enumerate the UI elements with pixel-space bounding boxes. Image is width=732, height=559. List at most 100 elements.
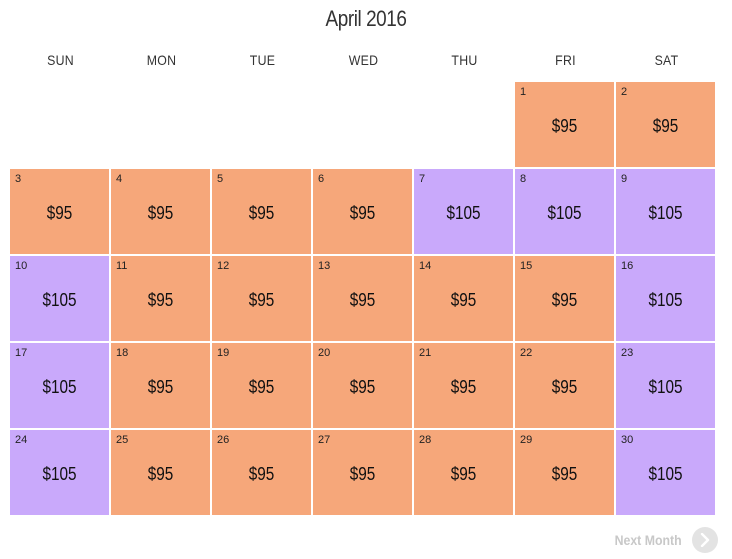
- day-number: 13: [318, 260, 331, 272]
- calendar-day-cell[interactable]: 7 $105: [414, 169, 513, 254]
- day-price: $95: [147, 290, 174, 310]
- day-price: $95: [652, 116, 679, 136]
- day-number: 9: [621, 173, 628, 185]
- calendar-day-cell[interactable]: 30 $105: [616, 430, 715, 515]
- calendar-day-cell[interactable]: 10 $105: [10, 256, 109, 341]
- calendar-day-cell[interactable]: 1 $95: [515, 82, 614, 167]
- day-price: $95: [450, 377, 477, 397]
- day-number: 29: [520, 434, 533, 446]
- day-number: 25: [116, 434, 129, 446]
- empty-day-cell: [212, 82, 311, 167]
- calendar-day-cell[interactable]: 3 $95: [10, 169, 109, 254]
- day-number: 12: [217, 260, 230, 272]
- weekday-mon: MON: [146, 52, 177, 68]
- weekday-sat: SAT: [654, 52, 679, 68]
- day-price: $105: [446, 203, 481, 223]
- day-price: $95: [349, 464, 376, 484]
- day-number: 7: [419, 173, 426, 185]
- day-number: 22: [520, 347, 533, 359]
- calendar-day-cell[interactable]: 18 $95: [111, 343, 210, 428]
- day-price: $95: [147, 377, 174, 397]
- calendar-day-cell[interactable]: 15 $95: [515, 256, 614, 341]
- day-price: $95: [248, 290, 275, 310]
- calendar-week: 10 $105 11 $95 12 $95 13 $95 14 $95 15 $95 16 $105: [10, 256, 717, 343]
- day-number: 10: [15, 260, 28, 272]
- day-price: $95: [450, 290, 477, 310]
- weekday-sun: SUN: [47, 52, 74, 68]
- calendar-week: 1 $95 2 $95: [10, 82, 717, 169]
- day-price: $95: [147, 464, 174, 484]
- day-number: 27: [318, 434, 331, 446]
- calendar-day-cell[interactable]: 27 $95: [313, 430, 412, 515]
- day-number: 15: [520, 260, 533, 272]
- day-number: 4: [116, 173, 123, 185]
- day-price: $95: [46, 203, 73, 223]
- empty-day-cell: [414, 82, 513, 167]
- day-number: 20: [318, 347, 331, 359]
- empty-day-cell: [313, 82, 412, 167]
- day-price: $95: [248, 464, 275, 484]
- day-price: $105: [42, 464, 77, 484]
- day-number: 19: [217, 347, 230, 359]
- calendar-day-cell[interactable]: 2 $95: [616, 82, 715, 167]
- day-number: 14: [419, 260, 432, 272]
- day-number: 3: [15, 173, 22, 185]
- weekday-tue: TUE: [249, 52, 276, 68]
- next-month-label: Next Month: [614, 532, 682, 548]
- calendar-week: 3 $95 4 $95 5 $95 6 $95 7 $105 8 $105 9 $105: [10, 169, 717, 256]
- weekday-thu: THU: [451, 52, 478, 68]
- day-number: 24: [15, 434, 28, 446]
- calendar-day-cell[interactable]: 5 $95: [212, 169, 311, 254]
- day-price: $95: [551, 116, 578, 136]
- day-number: 26: [217, 434, 230, 446]
- day-price: $95: [349, 290, 376, 310]
- calendar-day-cell[interactable]: 28 $95: [414, 430, 513, 515]
- day-price: $95: [551, 464, 578, 484]
- day-number: 23: [621, 347, 634, 359]
- day-number: 18: [116, 347, 129, 359]
- calendar-day-cell[interactable]: 26 $95: [212, 430, 311, 515]
- day-price: $105: [648, 290, 683, 310]
- calendar-grid: 1 $95 2 $95 3 $95 4 $95 5 $95 6 $95 7 $105 8 $105 9 $105 1…: [10, 82, 717, 517]
- day-number: 2: [621, 86, 628, 98]
- day-number: 11: [116, 260, 128, 272]
- calendar-day-cell[interactable]: 20 $95: [313, 343, 412, 428]
- calendar-day-cell[interactable]: 6 $95: [313, 169, 412, 254]
- calendar-day-cell[interactable]: 13 $95: [313, 256, 412, 341]
- calendar-day-cell[interactable]: 21 $95: [414, 343, 513, 428]
- weekday-fri: FRI: [555, 52, 576, 68]
- calendar-day-cell[interactable]: 24 $105: [10, 430, 109, 515]
- day-price: $95: [450, 464, 477, 484]
- calendar-day-cell[interactable]: 16 $105: [616, 256, 715, 341]
- calendar-week: 24 $105 25 $95 26 $95 27 $95 28 $95 29 $95 30 $105: [10, 430, 717, 517]
- calendar-day-cell[interactable]: 12 $95: [212, 256, 311, 341]
- day-price: $105: [42, 290, 77, 310]
- day-price: $95: [248, 377, 275, 397]
- calendar-day-cell[interactable]: 4 $95: [111, 169, 210, 254]
- day-number: 17: [15, 347, 28, 359]
- day-number: 28: [419, 434, 432, 446]
- calendar-day-cell[interactable]: 23 $105: [616, 343, 715, 428]
- calendar-day-cell[interactable]: 19 $95: [212, 343, 311, 428]
- next-month-button[interactable]: Next Month: [610, 527, 718, 553]
- day-price: $105: [648, 464, 683, 484]
- day-number: 1: [520, 86, 527, 98]
- calendar-day-cell[interactable]: 8 $105: [515, 169, 614, 254]
- day-number: 6: [318, 173, 325, 185]
- calendar-day-cell[interactable]: 22 $95: [515, 343, 614, 428]
- day-price: $95: [551, 377, 578, 397]
- calendar-day-cell[interactable]: 9 $105: [616, 169, 715, 254]
- calendar-day-cell[interactable]: 11 $95: [111, 256, 210, 341]
- day-price: $95: [349, 377, 376, 397]
- weekday-header: SUN MON TUE WED THU FRI SAT: [10, 52, 717, 68]
- day-price: $95: [349, 203, 376, 223]
- day-number: 16: [621, 260, 634, 272]
- calendar-week: 17 $105 18 $95 19 $95 20 $95 21 $95 22 $95 23 $105: [10, 343, 717, 430]
- chevron-right-icon: [692, 527, 718, 553]
- calendar-day-cell[interactable]: 14 $95: [414, 256, 513, 341]
- calendar-day-cell[interactable]: 25 $95: [111, 430, 210, 515]
- day-number: 21: [419, 347, 432, 359]
- day-number: 30: [621, 434, 634, 446]
- calendar-day-cell[interactable]: 17 $105: [10, 343, 109, 428]
- calendar-day-cell[interactable]: 29 $95: [515, 430, 614, 515]
